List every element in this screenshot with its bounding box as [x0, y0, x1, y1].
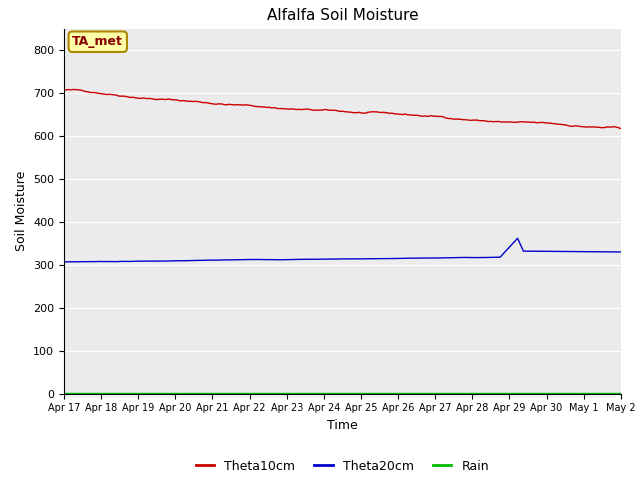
- Theta20cm: [616, 249, 623, 255]
- Theta20cm: [81, 259, 88, 264]
- X-axis label: Time: Time: [327, 419, 358, 432]
- Y-axis label: Soil Moisture: Soil Moisture: [15, 171, 28, 252]
- Theta20cm: [617, 249, 625, 255]
- Theta10cm: [60, 87, 68, 93]
- Theta10cm: [81, 88, 88, 94]
- Theta20cm: [60, 259, 68, 265]
- Rain: [79, 390, 87, 396]
- Theta10cm: [614, 125, 621, 131]
- Rain: [612, 390, 620, 396]
- Title: Alfalfa Soil Moisture: Alfalfa Soil Moisture: [267, 9, 418, 24]
- Theta10cm: [70, 86, 78, 92]
- Text: TA_met: TA_met: [72, 35, 124, 48]
- Legend: Theta10cm, Theta20cm, Rain: Theta10cm, Theta20cm, Rain: [191, 455, 494, 478]
- Theta20cm: [458, 254, 466, 260]
- Rain: [97, 390, 104, 396]
- Rain: [617, 390, 625, 396]
- Theta10cm: [98, 91, 106, 97]
- Rain: [346, 390, 354, 396]
- Theta20cm: [98, 259, 106, 264]
- Rain: [457, 390, 465, 396]
- Theta20cm: [543, 249, 550, 254]
- Theta10cm: [541, 120, 549, 126]
- Theta20cm: [348, 256, 356, 262]
- Line: Theta20cm: Theta20cm: [64, 238, 621, 262]
- Line: Theta10cm: Theta10cm: [64, 89, 621, 128]
- Theta10cm: [617, 125, 625, 131]
- Rain: [540, 390, 548, 396]
- Theta10cm: [458, 117, 466, 122]
- Rain: [60, 390, 68, 396]
- Theta20cm: [514, 235, 522, 241]
- Theta20cm: [61, 259, 69, 265]
- Theta10cm: [348, 109, 356, 115]
